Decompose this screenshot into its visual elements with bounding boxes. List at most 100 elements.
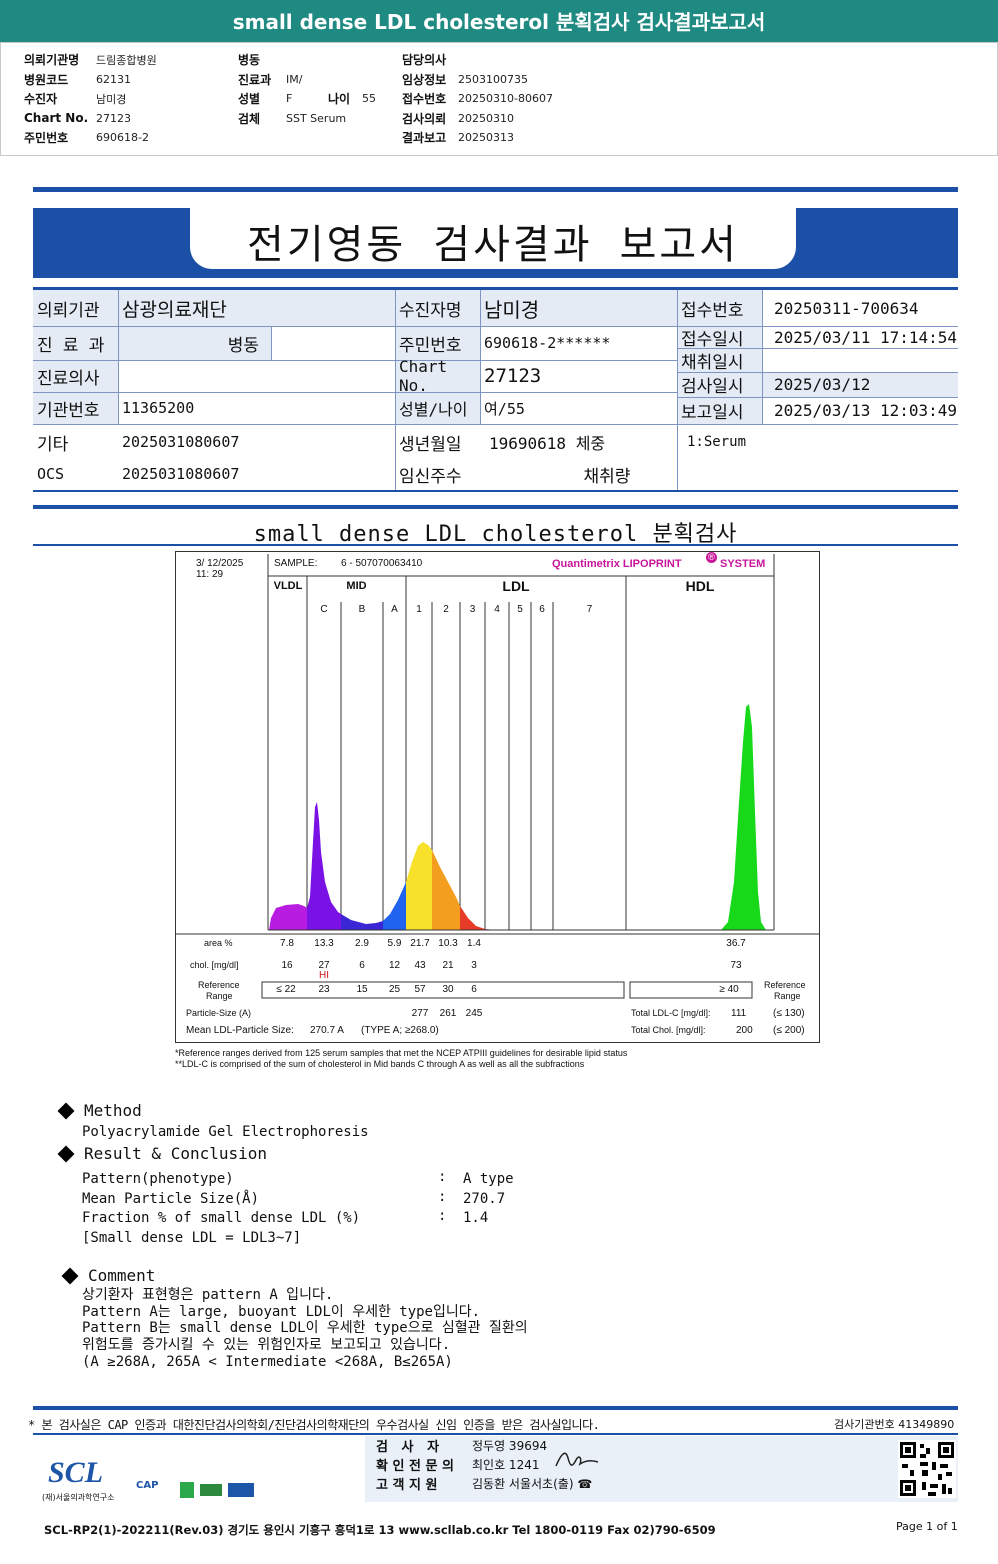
header-label: 나이 [328, 92, 351, 107]
curve-ldl1 [406, 842, 432, 930]
label-shade [480, 290, 677, 326]
header-value: 20250313 [458, 131, 514, 145]
chol-label: chol. [mg/dl] [190, 960, 239, 970]
header-label: 주민번호 [24, 131, 69, 146]
etc-value: 2025031080607 [122, 433, 240, 451]
area-value: 2.9 [355, 938, 369, 949]
chart-no-value: 27123 [484, 365, 542, 387]
report-label: 보고일시 [681, 403, 744, 423]
report-banner: small dense LDL cholesterol 분획검사 검사결과보고서 [0, 0, 998, 42]
header-label: 검체 [238, 111, 261, 126]
ref-value: 57 [414, 984, 426, 995]
result-colon: : [438, 1169, 447, 1185]
recv-no-value: 20250311-700634 [774, 298, 919, 318]
rrn-value: 690618-2****** [484, 334, 611, 352]
curve-mid-b [341, 914, 383, 930]
header-label: 임상정보 [402, 72, 447, 87]
mean-label: Mean LDL-Particle Size: [186, 1025, 294, 1036]
header-label: 의뢰기관명 [24, 53, 80, 68]
grid-line [677, 348, 958, 349]
curve-mid-a [383, 882, 406, 930]
cap-logo: CAP [136, 1480, 159, 1491]
patient-label: 수진자명 [399, 300, 462, 321]
mean-type: (TYPE A; ≥268.0) [361, 1025, 439, 1036]
chol-value: 12 [388, 960, 401, 971]
comment-line: 상기환자 표현형은 pattern A 입니다. [82, 1287, 334, 1303]
test-label: 검사일시 [681, 377, 744, 397]
header-col1: 의뢰기관명 드림종합병원 병원코드 62131 수진자 남미경 Chart No. 27… [24, 50, 214, 148]
footnote-2: **LDL-C is comprised of the sum of chole… [175, 1059, 585, 1069]
grid-line [33, 424, 958, 425]
header-col2: 병동 진료과 IM/ 성별 F 나이 55 검체 SST Serum [238, 50, 398, 128]
curve-vldl [269, 904, 307, 930]
signature-box [365, 1436, 958, 1502]
support-label: 고 객 지 원 [376, 1478, 438, 1493]
birth-label: 생년월일 [399, 434, 462, 455]
diamond-icon [61, 1267, 79, 1284]
header-value: 드림종합병원 [96, 53, 157, 67]
header-info-box [0, 42, 998, 156]
header-value: 20250310 [458, 111, 514, 125]
label-shade [118, 290, 395, 326]
hdl-ref-box [629, 981, 753, 999]
table-bottom-rule [33, 490, 958, 492]
header-value: F [286, 92, 293, 106]
group-mid: MID [346, 580, 367, 592]
total-chol-label: Total Chol. [mg/dl]: [631, 1025, 706, 1035]
group-hdl: HDL [685, 578, 715, 594]
section-title: small dense LDL cholesterol 분획검사 [253, 522, 738, 547]
band-label: 2 [443, 604, 449, 615]
ref-box [261, 981, 625, 999]
chart-time: 11: 29 [196, 569, 224, 580]
label-shade [677, 290, 762, 424]
header-label: 접수번호 [402, 92, 447, 107]
total-chol-value: 200 [736, 1025, 753, 1036]
result-label: Pattern(phenotype) [82, 1171, 234, 1187]
band-label: 7 [586, 604, 593, 615]
area-label: area % [204, 938, 233, 948]
ref-value: 15 [356, 984, 368, 995]
header-value: 690618-2 [96, 131, 149, 145]
header-value: IM/ [286, 72, 303, 86]
grid-line [677, 372, 958, 373]
grid-line [677, 397, 958, 398]
signature-icon [555, 1452, 599, 1467]
grid-line [33, 360, 677, 361]
hdl-ref-value: ≥ 40 [719, 984, 739, 995]
hi-flag: HI [319, 970, 329, 981]
report-value: 2025/03/13 12:03:49 [774, 401, 958, 420]
sample-label: SAMPLE: [274, 558, 318, 569]
coll-label: 채취일시 [681, 352, 744, 373]
title-pill [190, 207, 796, 269]
chol-value: 73 [730, 960, 742, 971]
inst-no: 검사기관번호 41349890 [834, 1418, 955, 1431]
specimen-value: 1:Serum [687, 434, 747, 450]
coll-value [762, 348, 958, 372]
requester-value: 삼광의료재단 [122, 298, 227, 321]
total-ldl-value: 111 [731, 1008, 747, 1019]
area-value: 7.8 [280, 938, 294, 949]
grid-line [118, 290, 119, 424]
result-heading-text: Result & Conclusion [84, 1144, 268, 1163]
particle-label: Particle-Size (A) [186, 1008, 252, 1018]
area-value: 36.7 [726, 938, 746, 949]
table-top-rule [33, 287, 958, 290]
footer-rule [33, 1406, 958, 1410]
header-label: 검사의뢰 [402, 111, 447, 126]
ocs-label: OCS [37, 465, 65, 483]
area-value: 21.7 [410, 938, 430, 949]
inst-label: 기관번호 [37, 400, 100, 421]
method-text: Polyacrylamide Gel Electrophoresis [82, 1124, 369, 1140]
grid-line [271, 326, 272, 360]
rrn-label: 주민번호 [399, 335, 462, 356]
header-value: 55 [362, 92, 376, 106]
chart-svg [176, 554, 819, 999]
label-shade [33, 290, 118, 424]
address-line: SCL-RP2(1)-202211(Rev.03) 경기도 용인시 기흥구 흥덕… [44, 1523, 716, 1537]
doctor-value [118, 360, 395, 392]
particle-value: 245 [465, 1008, 483, 1019]
result-colon: : [438, 1189, 447, 1205]
header-label: 결과보고 [402, 131, 447, 146]
chol-value: 6 [359, 960, 365, 971]
qr-code-icon [898, 1440, 956, 1498]
